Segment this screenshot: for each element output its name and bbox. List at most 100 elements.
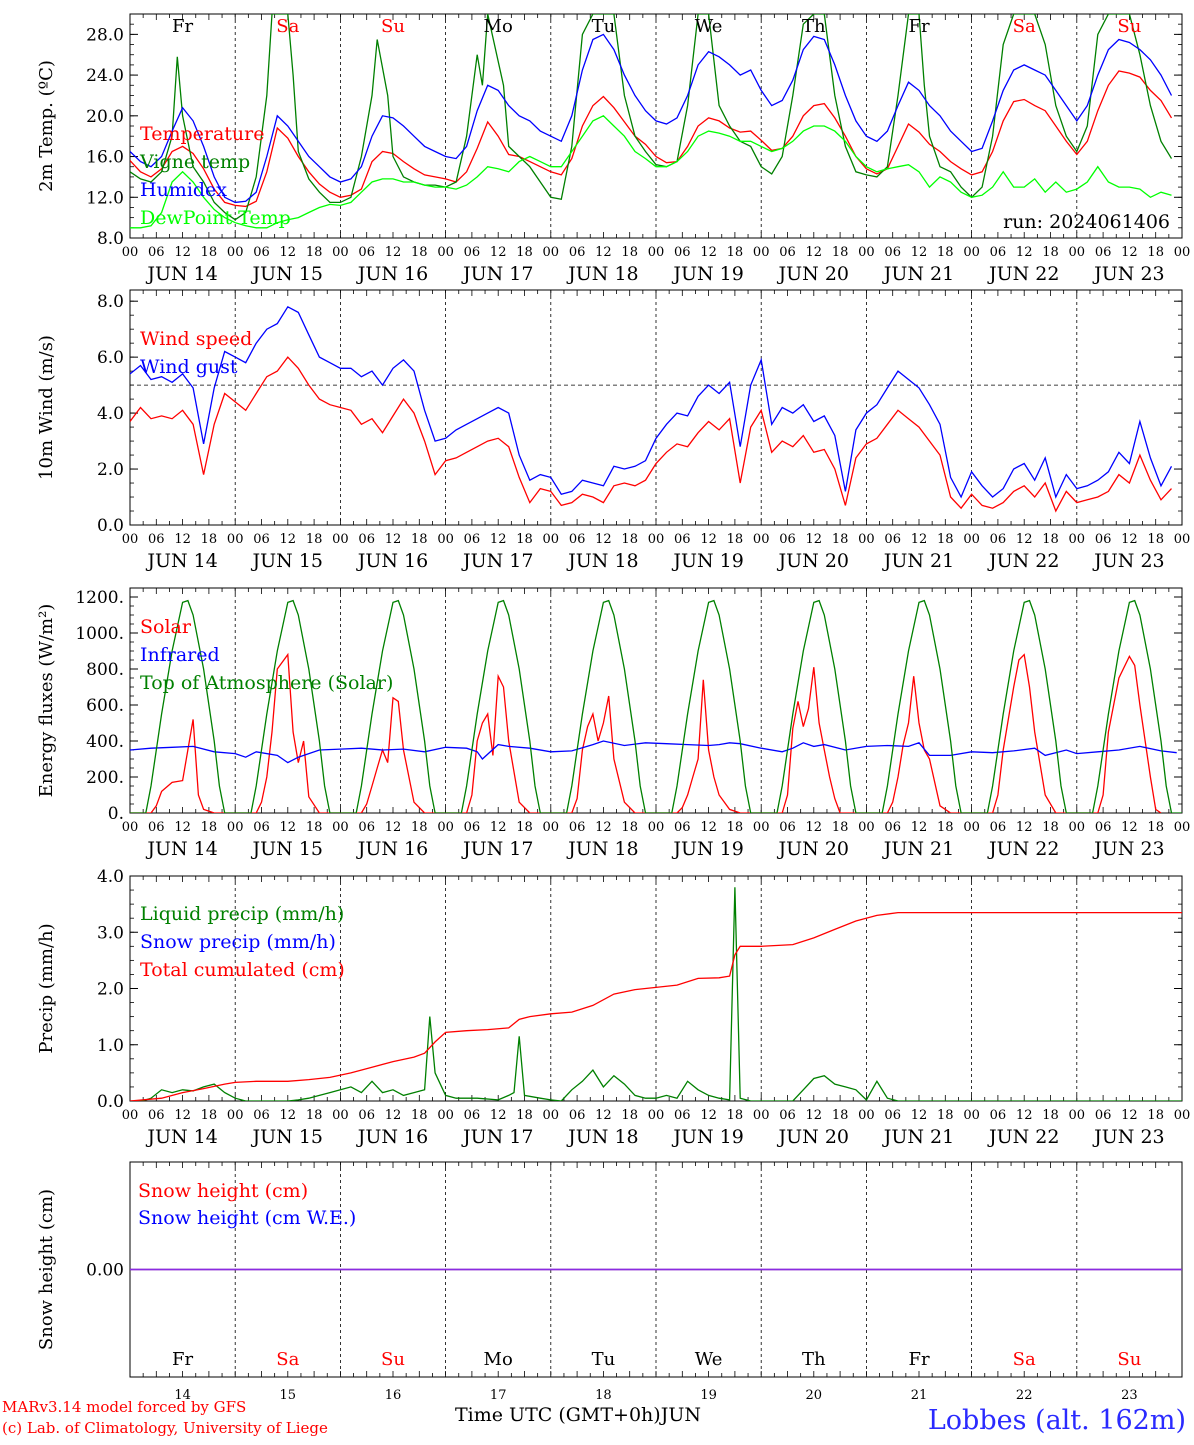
x-hour-label: 18 <box>1042 820 1059 835</box>
weekday-label: We <box>695 1349 723 1370</box>
x-date-label: JUN 19 <box>671 550 743 572</box>
day-number-label: 18 <box>595 1388 612 1403</box>
y-tick-label: 8.0 <box>97 229 124 249</box>
time-utc-label: Time UTC (GMT+0h) <box>455 1404 661 1426</box>
x-hour-label: 06 <box>569 245 586 260</box>
x-date-label: JUN 15 <box>251 550 323 572</box>
y-tick-label: 16.0 <box>86 148 124 168</box>
x-date-label: JUN 16 <box>356 1126 428 1148</box>
y-axis-label: Snow height (cm) <box>36 1189 57 1350</box>
x-date-label: JUN 14 <box>145 1126 217 1148</box>
x-hour-label: 12 <box>1121 1108 1138 1123</box>
x-hour-label: 12 <box>595 1108 612 1123</box>
x-date-label: JUN 23 <box>1092 838 1164 860</box>
y-axis-label: 10m Wind (m/s) <box>36 335 57 480</box>
x-hour-label: 06 <box>779 1108 796 1123</box>
series-line-dewpoint-temp <box>130 115 1172 229</box>
x-hour-label: 00 <box>753 1108 770 1123</box>
x-hour-label: 06 <box>990 245 1007 260</box>
x-hour-label: 00 <box>1069 1108 1086 1123</box>
x-hour-label: 12 <box>490 245 507 260</box>
x-hour-label: 06 <box>674 532 691 547</box>
x-hour-label: 00 <box>543 245 560 260</box>
x-date-label: JUN 18 <box>566 838 638 860</box>
x-hour-label: 12 <box>911 532 928 547</box>
x-hour-label: 12 <box>806 820 823 835</box>
y-tick-label: 200. <box>86 768 124 788</box>
y-tick-label: 400. <box>86 732 124 752</box>
x-hour-label: 12 <box>490 820 507 835</box>
x-date-label: JUN 20 <box>777 1126 849 1148</box>
x-hour-label: 18 <box>832 820 849 835</box>
x-hour-label: 18 <box>621 820 638 835</box>
day-number-label: 16 <box>385 1388 402 1403</box>
x-hour-label: 06 <box>358 1108 375 1123</box>
y-tick-label: 6.0 <box>97 348 124 368</box>
x-hour-label: 06 <box>464 245 481 260</box>
y-tick-label: 8.0 <box>97 292 124 312</box>
x-hour-label: 18 <box>411 532 428 547</box>
x-hour-label: 18 <box>516 1108 533 1123</box>
x-date-label: JUN 20 <box>777 838 849 860</box>
x-hour-label: 00 <box>227 820 244 835</box>
x-hour-label: 18 <box>727 820 744 835</box>
x-hour-label: 00 <box>332 245 349 260</box>
x-date-label: JUN 21 <box>882 838 954 860</box>
x-hour-label: 12 <box>911 820 928 835</box>
x-hour-label: 00 <box>122 245 139 260</box>
series-line-infrared <box>130 740 1177 764</box>
x-hour-label: 12 <box>806 532 823 547</box>
day-number-label: 23 <box>1121 1388 1138 1403</box>
x-hour-label: 00 <box>122 532 139 547</box>
day-number-label: 19 <box>700 1388 717 1403</box>
weekday-label: Tu <box>592 16 616 37</box>
x-date-label: JUN 20 <box>777 550 849 572</box>
y-tick-label: 1200. <box>75 588 124 608</box>
x-hour-label: 00 <box>543 1108 560 1123</box>
x-date-label: JUN 16 <box>356 838 428 860</box>
x-date-label: JUN 23 <box>1092 1126 1164 1148</box>
x-hour-label: 06 <box>569 820 586 835</box>
weekday-label: Su <box>381 1349 405 1370</box>
series-line-liquid-precip-mm-h- <box>130 887 1182 1101</box>
x-hour-label: 12 <box>280 820 297 835</box>
series-line-temperature <box>130 70 1173 208</box>
x-date-label: JUN 21 <box>882 263 954 285</box>
day-number-label: 15 <box>280 1388 297 1403</box>
x-hour-label: 12 <box>806 245 823 260</box>
x-date-label: JUN 22 <box>987 1126 1059 1148</box>
x-hour-label: 06 <box>990 820 1007 835</box>
x-hour-label: 00 <box>963 532 980 547</box>
x-date-label: JUN 16 <box>356 550 428 572</box>
series-line-solar <box>130 652 1162 813</box>
weekday-label: Sa <box>276 16 299 37</box>
y-tick-label: 2.0 <box>97 980 124 1000</box>
weekday-label: Sa <box>276 1349 299 1370</box>
weekday-label: Fr <box>908 1349 929 1370</box>
x-hour-label: 00 <box>437 245 454 260</box>
time-axis-label: Time UTC (GMT+0h)JUN <box>455 1404 701 1426</box>
x-hour-label: 12 <box>490 532 507 547</box>
x-hour-label: 12 <box>280 532 297 547</box>
x-hour-label: 06 <box>779 245 796 260</box>
legend-entry: Top of Atmosphere (Solar) <box>140 672 393 694</box>
weekday-label: Su <box>381 16 405 37</box>
x-date-label: JUN 22 <box>987 263 1059 285</box>
month-label: JUN <box>660 1404 701 1426</box>
x-hour-label: 12 <box>911 245 928 260</box>
weekday-label: Sa <box>1013 16 1036 37</box>
panel-frame <box>129 587 1183 814</box>
y-tick-label: 0. <box>108 804 124 824</box>
x-hour-label: 00 <box>122 1108 139 1123</box>
x-hour-label: 12 <box>911 1108 928 1123</box>
x-date-label: JUN 17 <box>461 1126 533 1148</box>
x-hour-label: 00 <box>1174 532 1191 547</box>
y-tick-label: 4.0 <box>97 404 124 424</box>
legend-entry: Wind gust <box>140 356 238 378</box>
legend-entry: Total cumulated (cm) <box>140 959 345 981</box>
x-hour-label: 18 <box>516 820 533 835</box>
x-hour-label: 00 <box>1174 1108 1191 1123</box>
x-hour-label: 06 <box>674 1108 691 1123</box>
x-hour-label: 00 <box>1174 820 1191 835</box>
x-hour-label: 12 <box>1121 245 1138 260</box>
